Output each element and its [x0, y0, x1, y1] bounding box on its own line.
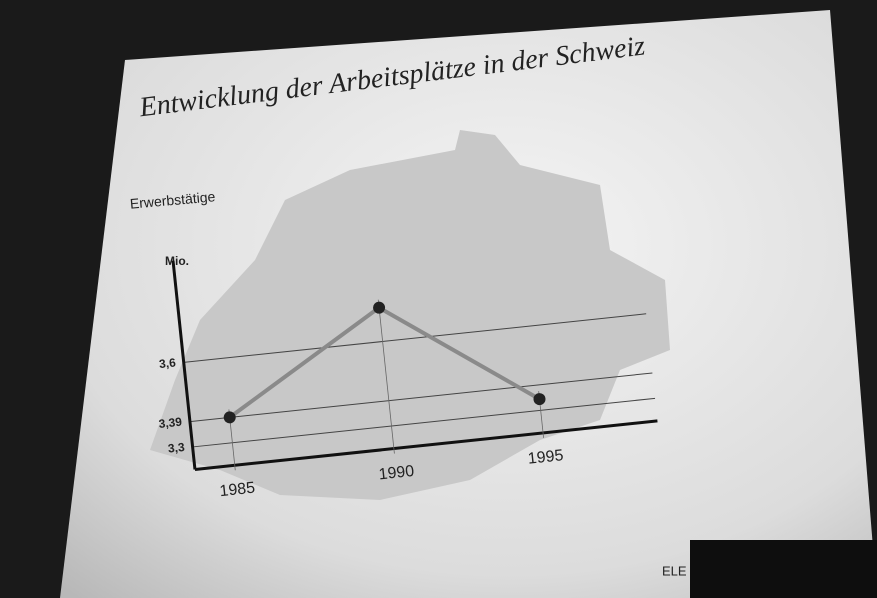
foreground-object	[690, 540, 877, 598]
photo: Entwicklung der Arbeitsplätze in der Sch…	[0, 0, 877, 598]
y-unit: Mio.	[165, 254, 189, 268]
y-tick-label: 3,39	[158, 415, 183, 431]
y-tick-label: 3,6	[158, 355, 176, 371]
y-tick-label: 3,3	[167, 440, 185, 456]
footer-text: ELE	[662, 563, 687, 578]
